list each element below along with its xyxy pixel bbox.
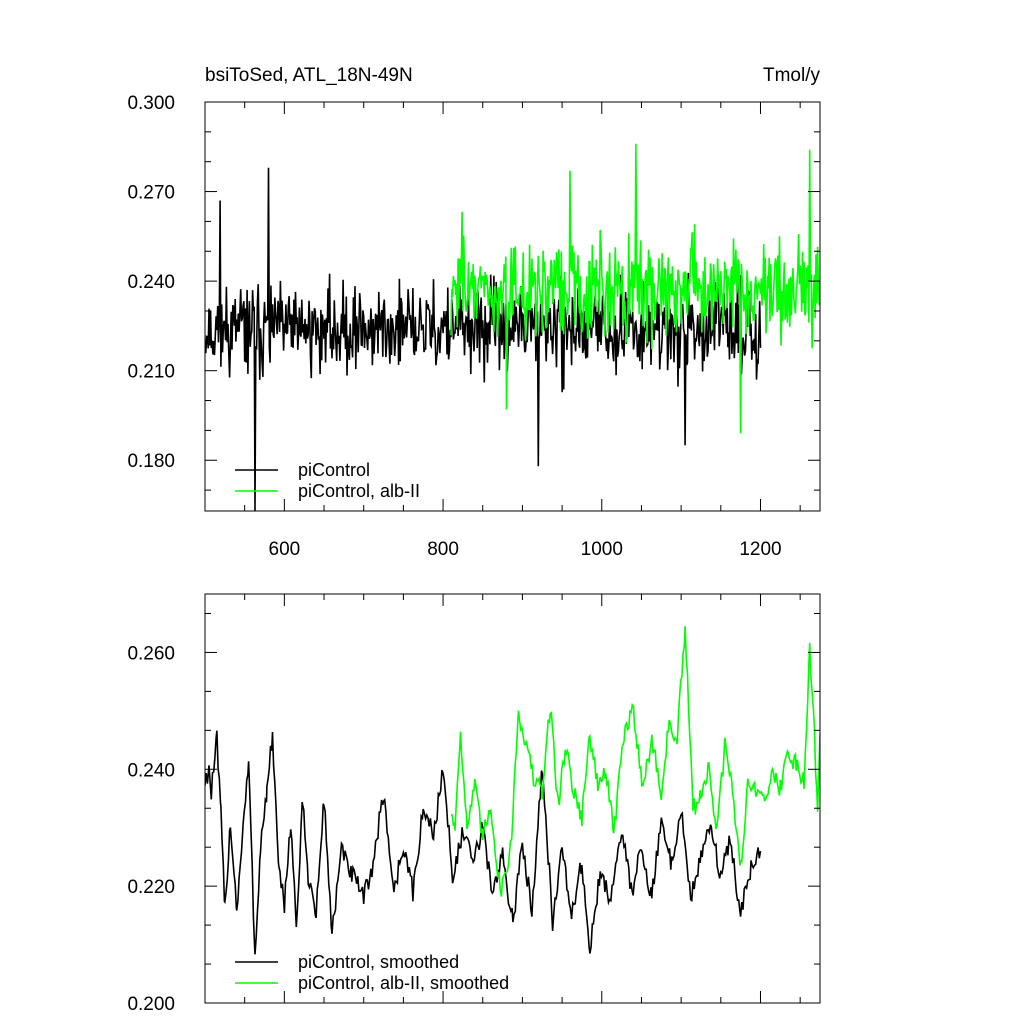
y-tick-label: 0.180: [127, 451, 175, 472]
legend-label: piControl, alb-II: [298, 481, 420, 501]
x-tick-label: 600: [269, 539, 301, 560]
legend-label: piControl, alb-II, smoothed: [298, 973, 509, 993]
y-tick-label: 0.240: [127, 272, 175, 293]
y-tick-label: 0.210: [127, 362, 175, 383]
y-tick-label: 0.200: [127, 994, 175, 1015]
series-line-picontrol-smoothed: [205, 730, 762, 955]
top-panel-units: Tmol/y: [763, 65, 821, 86]
y-tick-label: 0.220: [127, 877, 175, 898]
x-tick-label: 1000: [581, 539, 623, 560]
series-line-picontrol-alb-ii: [450, 143, 820, 434]
y-tick-label: 0.240: [127, 760, 175, 781]
y-tick-label: 0.300: [127, 93, 175, 114]
legend-label: piControl: [298, 460, 370, 480]
x-tick-label: 1200: [739, 539, 781, 560]
plot-frame: [204, 593, 821, 1004]
legend-label: piControl, smoothed: [298, 952, 459, 972]
plot-frame: [204, 101, 821, 512]
top-panel: bsiToSed, ATL_18N-49N Tmol/y 0.1800.2100…: [127, 65, 821, 560]
top-panel-title: bsiToSed, ATL_18N-49N: [205, 65, 413, 86]
bottom-panel: 0.200 0.220 0.240 0.260 piControl, smoothedp…: [127, 593, 821, 1015]
bottom-plot-area: 0.200 0.220 0.240 0.260 piControl, smoothedp…: [127, 593, 821, 1015]
top-plot-area: 0.180 0.210 0.240 0.270 0.300 600 800 1000 1200 p…: [127, 93, 821, 560]
y-tick-label: 0.260: [127, 643, 175, 664]
series-line-picontrol-alb-ii-smoothed: [450, 626, 820, 897]
series-line-picontrol: [205, 167, 762, 511]
y-tick-label: 0.270: [127, 183, 175, 204]
x-tick-label: 800: [427, 539, 459, 560]
